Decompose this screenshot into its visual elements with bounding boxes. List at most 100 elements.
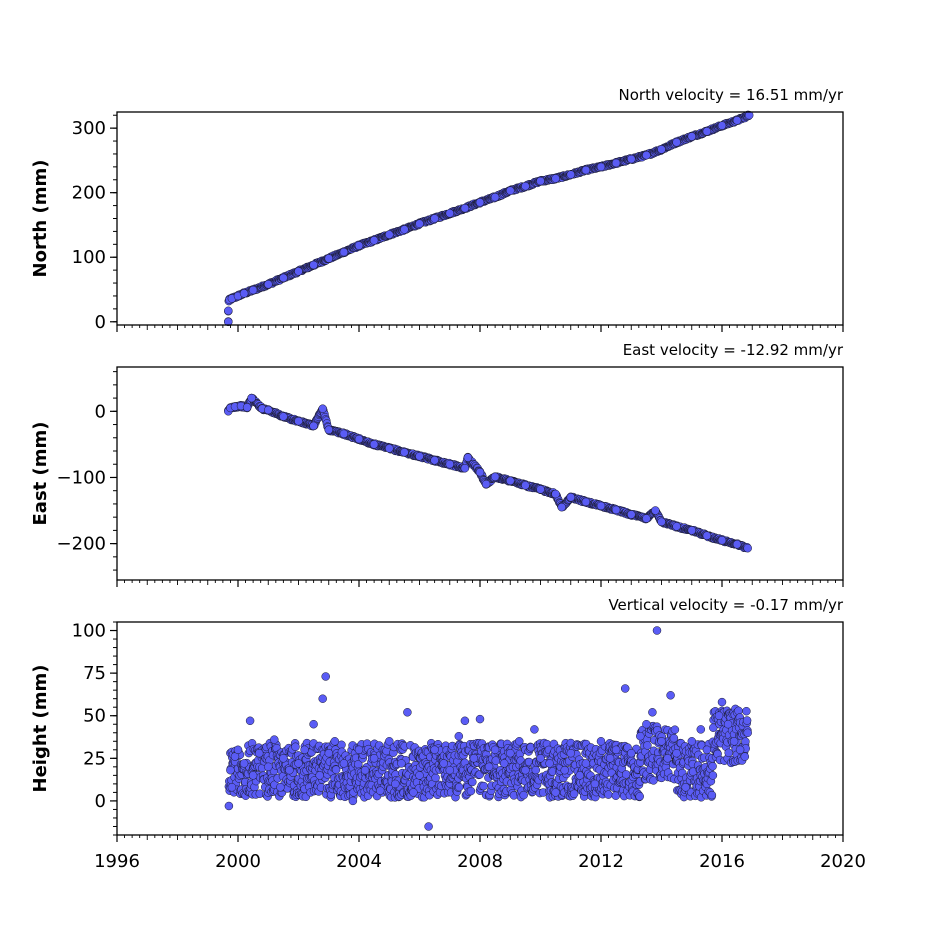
east-data-point — [642, 514, 651, 523]
north-data-point — [309, 260, 318, 270]
height-data-point — [348, 796, 358, 806]
north-data-point — [339, 247, 349, 257]
height-data-point — [551, 788, 560, 797]
height-data-point — [743, 728, 752, 738]
north-data-point — [566, 170, 576, 179]
north-data-point — [551, 174, 560, 183]
height-x-tick-label: 2012 — [578, 851, 624, 872]
height-data-point — [484, 762, 494, 772]
height-data-point — [385, 737, 394, 746]
north-data-point — [460, 203, 470, 213]
east-data-point — [475, 467, 485, 477]
height-x-tick-label: 2008 — [457, 851, 503, 872]
height-data-point — [536, 754, 545, 763]
east-data-point — [318, 404, 327, 413]
east-data-point — [309, 421, 318, 431]
east-data-point — [242, 403, 252, 412]
height-data-point — [415, 771, 424, 780]
north-data-point — [717, 121, 727, 130]
north-data-point — [415, 219, 424, 228]
height-x-tick-label: 2020 — [820, 851, 866, 872]
height-data-point — [714, 711, 724, 720]
height-data-point — [672, 748, 681, 758]
height-data-point — [324, 748, 334, 758]
north-data-point — [744, 110, 754, 120]
east-data-point — [430, 456, 439, 465]
height-data-point — [460, 716, 470, 726]
height-data-point — [339, 759, 349, 768]
north-panel: North velocity = 16.51 mm/yr North (mm) … — [30, 86, 844, 333]
height-data-point — [596, 737, 606, 746]
height-y-tick-label: 0 — [95, 791, 106, 812]
height-data-point — [227, 783, 237, 792]
height-data-point — [321, 672, 330, 681]
height-data-point — [391, 779, 400, 789]
height-data-point — [687, 737, 697, 746]
height-data-point — [445, 765, 455, 775]
east-data-point — [506, 476, 515, 486]
height-x-tick-label: 1996 — [94, 851, 140, 872]
height-data-point — [318, 694, 327, 703]
height-data-point — [245, 716, 255, 726]
height-y-tick-label: 50 — [83, 706, 106, 727]
north-data-point — [732, 116, 742, 125]
height-data-point — [499, 759, 509, 768]
east-data-point — [400, 448, 409, 457]
height-data-point — [708, 771, 718, 780]
east-y-tick-label: −100 — [57, 467, 106, 488]
height-data-point — [431, 773, 440, 783]
height-data-point — [226, 765, 235, 775]
north-data-point — [264, 280, 273, 289]
north-data-point — [224, 306, 233, 316]
height-points — [224, 626, 752, 831]
height-data-point — [575, 771, 585, 780]
height-data-point — [581, 759, 591, 768]
north-data-point — [445, 209, 455, 218]
north-data-point — [506, 186, 515, 195]
height-data-point — [369, 754, 379, 763]
north-data-point — [324, 254, 334, 263]
height-data-point — [439, 759, 448, 768]
north-data-point — [490, 192, 500, 202]
north-data-point — [672, 138, 681, 147]
north-data-point — [702, 127, 712, 136]
north-data-point — [657, 145, 666, 154]
east-data-point — [385, 444, 394, 453]
east-data-point — [481, 479, 491, 489]
north-data-point — [354, 241, 364, 250]
east-data-point — [354, 434, 364, 444]
east-data-point — [279, 412, 288, 421]
height-data-point — [224, 801, 234, 811]
height-data-point — [454, 782, 464, 792]
east-data-point — [732, 540, 742, 549]
height-data-point — [702, 745, 712, 755]
height-x-tick-label: 2016 — [699, 851, 745, 872]
height-data-point — [397, 759, 406, 768]
height-data-point — [605, 754, 615, 763]
height-data-point — [466, 786, 476, 796]
north-data-point — [430, 214, 439, 223]
north-data-point — [369, 236, 379, 245]
east-data-point — [687, 526, 697, 535]
east-data-point — [743, 543, 752, 553]
east-y-tick-label: 0 — [95, 401, 106, 422]
height-data-point — [724, 748, 733, 758]
height-data-point — [648, 708, 657, 717]
height-x-tick-label: 2000 — [215, 851, 261, 872]
east-panel-title: East velocity = -12.92 mm/yr — [623, 341, 844, 359]
height-data-point — [309, 719, 318, 729]
north-data-point — [687, 132, 697, 141]
height-data-point — [670, 725, 680, 734]
north-data-point — [611, 158, 621, 168]
height-y-axis-label: Height (mm) — [30, 665, 51, 793]
height-data-point — [239, 759, 249, 768]
east-data-point — [717, 536, 727, 545]
east-data-point — [651, 506, 660, 515]
height-data-point — [652, 626, 662, 635]
east-data-point — [672, 522, 681, 531]
east-data-point — [596, 501, 606, 511]
east-y-axis-label: East (mm) — [30, 422, 51, 526]
east-data-point — [247, 393, 256, 403]
height-data-point — [742, 706, 751, 716]
